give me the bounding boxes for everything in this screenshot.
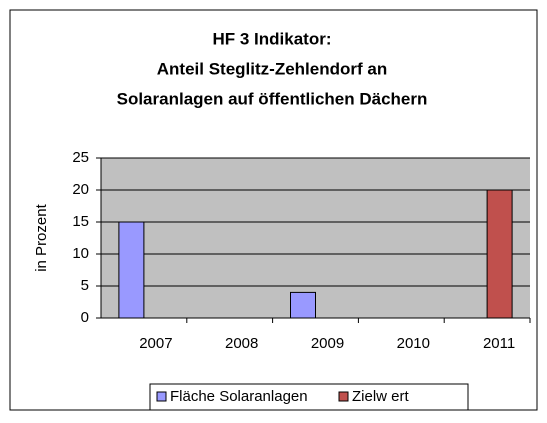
chart-title: Anteil Steglitz-Zehlendorf an (157, 59, 387, 78)
legend-label: Zielw ert (352, 388, 410, 405)
legend-swatch (338, 391, 349, 402)
chart-title: Solaranlagen auf öffentlichen Dächern (117, 89, 428, 108)
chart-title: HF 3 Indikator: (212, 29, 331, 48)
y-tick-label: 5 (81, 277, 89, 294)
bar (290, 291, 316, 319)
y-tick-label: 25 (72, 149, 89, 166)
y-tick-label: 10 (72, 245, 89, 262)
y-axis-label: in Prozent (33, 203, 50, 271)
x-tick-label: 2008 (225, 335, 258, 352)
plot-area (101, 158, 530, 318)
bar (486, 189, 513, 319)
x-tick-label: 2010 (397, 335, 430, 352)
y-tick-label: 0 (81, 309, 89, 326)
legend-swatch (156, 391, 167, 402)
y-tick-label: 15 (72, 213, 89, 230)
legend-label: Fläche Solaranlagen (170, 388, 308, 405)
y-tick-label: 20 (72, 181, 89, 198)
legend (149, 383, 469, 411)
x-tick-label: 2009 (311, 335, 344, 352)
x-tick-label: 2011 (483, 335, 515, 352)
x-tick-label: 2007 (139, 335, 172, 352)
bar (118, 221, 145, 319)
